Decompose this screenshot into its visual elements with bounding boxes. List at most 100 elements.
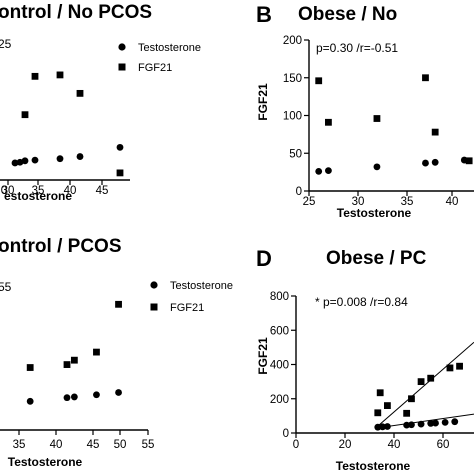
fgf21-point (403, 409, 411, 417)
panel-a-plot: 030 35 40 45 (0, 71, 130, 197)
x-tick-label: 35 (401, 196, 414, 208)
x-tick-label: 35 (13, 439, 26, 451)
y-tick-label: 0 (283, 428, 289, 440)
y-tick-label: 600 (270, 325, 289, 337)
legend-circle-marker (118, 43, 126, 51)
y-tick-label: 200 (283, 35, 302, 47)
fgf21-point (63, 361, 71, 368)
fgf21-point (374, 409, 382, 417)
x-tick-label: 50 (114, 439, 127, 451)
fgf21-point (427, 374, 435, 382)
panel-c-annotation: 55 (0, 280, 12, 294)
panel-c-x-axis-label: Testosterone (8, 455, 83, 469)
panel-b-plot: 25 30 35 40 0 50 100 150 200 (283, 35, 474, 208)
fgf21-point (93, 348, 100, 356)
fgf21-point (446, 364, 454, 372)
y-tick-label: 0 (296, 186, 302, 198)
testosterone-point (63, 394, 71, 402)
fgf21-point (417, 378, 425, 386)
legend-circle-marker (150, 281, 158, 289)
x-tick-label: 35 (32, 185, 45, 197)
panel-d-annotation: * p=0.008 /r=0.84 (315, 295, 408, 309)
panel-c-legend: Testosterone FGF21 (150, 280, 233, 314)
legend-testosterone-label: Testosterone (170, 280, 233, 292)
testosterone-point (422, 159, 429, 167)
testosterone-point (441, 418, 449, 426)
fgf21-point (115, 300, 122, 308)
regression-line (377, 413, 474, 429)
testosterone-point (116, 143, 124, 151)
fgf21-point (465, 157, 473, 165)
testosterone-point (373, 163, 381, 171)
x-tick-label: 40 (50, 439, 63, 451)
testosterone-point (76, 153, 84, 160)
fgf21-point (70, 356, 78, 364)
y-tick-label: 200 (270, 394, 289, 406)
x-tick-label: 30 (2, 185, 15, 197)
fgf21-point (373, 115, 381, 122)
x-tick-label: 20 (339, 439, 352, 451)
x-tick-label: 40 (64, 185, 77, 197)
fgf21-point (431, 128, 439, 136)
testosterone-point (11, 159, 19, 167)
fgf21-point (26, 364, 34, 371)
testosterone-point (56, 155, 64, 163)
testosterone-point (26, 397, 34, 405)
panel-d-title: Obese / PC (326, 248, 427, 269)
panel-b-letter: B (256, 2, 272, 27)
y-tick-label: 800 (270, 291, 289, 303)
panel-a-title: ontrol / No PCOS (0, 2, 152, 23)
legend-square-marker (118, 63, 126, 71)
x-tick-label: 45 (96, 185, 109, 197)
panel-d-letter: D (256, 246, 272, 271)
fgf21-point (384, 402, 391, 409)
x-tick-label: 0 (293, 439, 299, 451)
fgf21-point (21, 111, 29, 119)
x-tick-label: 0 (1, 185, 7, 197)
fgf21-point (408, 395, 415, 403)
panel-a-annotation: 25 (0, 37, 12, 51)
panel-b-title: Obese / No (298, 4, 397, 25)
testosterone-point (315, 167, 323, 175)
testosterone-point (417, 420, 425, 428)
panel-a-x-axis-label: estosterone (4, 189, 72, 203)
testosterone-point (325, 167, 332, 175)
panel-d-x-axis-label: Testosterone (336, 459, 411, 473)
y-tick-label: 50 (289, 148, 302, 160)
legend-fgf21-label: FGF21 (170, 302, 204, 314)
legend-testosterone-label: Testosterone (138, 42, 201, 54)
y-tick-label: 150 (283, 73, 302, 85)
x-tick-label: 40 (388, 439, 401, 451)
legend-fgf21-label: FGF21 (138, 62, 172, 74)
testosterone-point (384, 423, 391, 430)
testosterone-point (408, 421, 415, 429)
x-tick-label: 60 (437, 439, 450, 451)
x-tick-label: 40 (446, 196, 459, 208)
x-tick-label: 30 (352, 196, 365, 208)
testosterone-point (21, 157, 29, 165)
fgf21-point (456, 362, 463, 370)
panel-c-plot: 35 40 45 50 55 (0, 300, 155, 451)
testosterone-point (70, 393, 78, 401)
panel-a-legend: Testosterone FGF21 (118, 42, 201, 74)
x-tick-label: 55 (142, 439, 155, 451)
fgf21-point (325, 118, 332, 126)
fgf21-point (422, 74, 429, 82)
panel-c-title: ontrol / PCOS (0, 236, 122, 257)
fgf21-point (376, 389, 384, 397)
fgf21-point (116, 169, 124, 177)
x-tick-label: 25 (303, 196, 316, 208)
x-tick-label: 45 (87, 439, 100, 451)
legend-square-marker (150, 303, 158, 311)
testosterone-point (451, 418, 459, 426)
regression-line (377, 341, 474, 427)
y-tick-label: 100 (283, 111, 302, 123)
panel-b-y-axis-label: FGF21 (256, 83, 270, 121)
fgf21-point (315, 77, 323, 85)
testosterone-point (431, 158, 439, 166)
testosterone-point (432, 419, 439, 427)
testosterone-point (93, 391, 100, 399)
